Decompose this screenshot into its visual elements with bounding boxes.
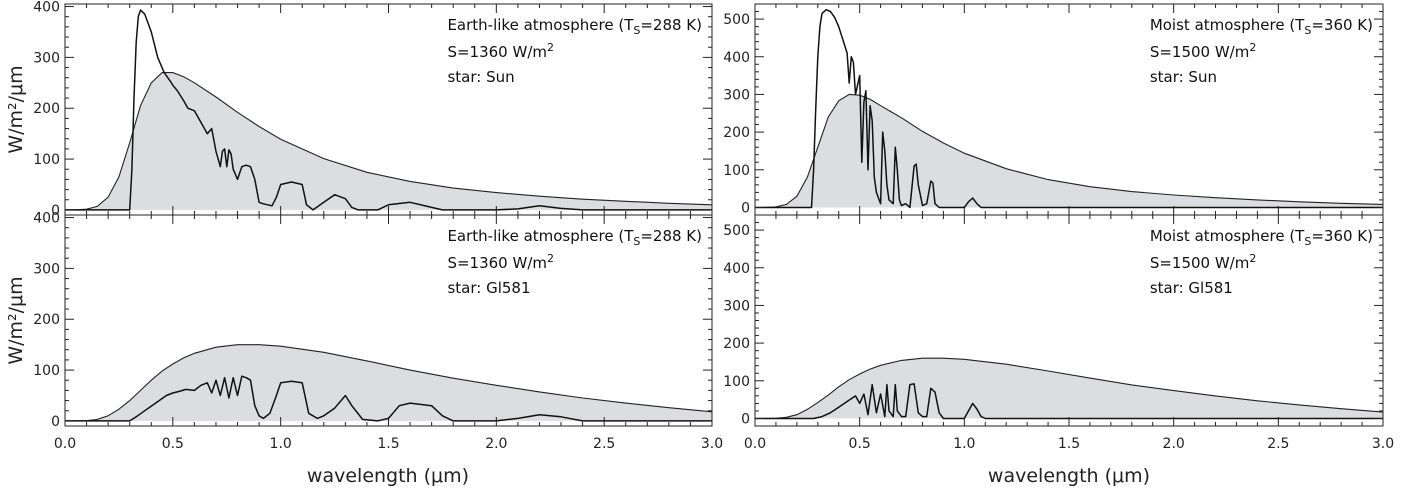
y-axis-label: W/m²/μm <box>5 65 27 153</box>
y-tick-label: 0 <box>51 414 60 430</box>
x-tick-label: 1.0 <box>953 436 975 452</box>
x-tick-label: 3.0 <box>1372 436 1394 452</box>
plot-area <box>755 357 1383 420</box>
x-tick-label: 0.5 <box>162 436 184 452</box>
y-tick-label: 400 <box>33 211 60 227</box>
y-tick-label: 100 <box>723 163 750 179</box>
y-tick-label: 100 <box>33 152 60 168</box>
y-tick-label: 200 <box>33 101 60 117</box>
plot-area <box>755 8 1383 209</box>
y-tick-label: 100 <box>33 363 60 379</box>
x-tick-label: 2.0 <box>485 436 507 452</box>
blackbody-curve <box>65 72 712 211</box>
blackbody-curve <box>755 93 1383 209</box>
annotation-star: star: Gl581 <box>1150 279 1233 297</box>
y-tick-label: 300 <box>723 87 750 103</box>
x-tick-label: 0.0 <box>744 436 766 452</box>
y-tick-label: 200 <box>723 336 750 352</box>
x-tick-label: 1.0 <box>270 436 292 452</box>
spectrum-line <box>65 9 712 211</box>
blackbody-area-fill <box>755 358 1383 419</box>
annotation-atmosphere: Moist atmosphere (TS=360 K) <box>1150 16 1373 37</box>
annotation-atmosphere: Earth-like atmosphere (TS=288 K) <box>447 16 702 37</box>
annotation-atmosphere: Moist atmosphere (TS=360 K) <box>1150 227 1373 248</box>
panel-earthlike-gl581: 0 100 200 300 400 0.0 0.5 1.0 1.5 2.0 2.5 3.0 W/m²/μ… <box>5 211 723 452</box>
y-tick-label: 400 <box>33 0 60 16</box>
y-axis-label: W/m²/μm <box>5 276 27 364</box>
x-axis-label-left: wavelength (μm) <box>307 465 469 487</box>
blackbody-curve <box>755 357 1383 420</box>
annotation-flux: S=1500 W/m2 <box>1150 41 1257 61</box>
annotation-flux: S=1360 W/m2 <box>447 252 554 272</box>
y-tick-label: 0 <box>741 200 750 216</box>
annotation-star: star: Sun <box>1150 68 1217 86</box>
x-tick-label: 2.0 <box>1163 436 1185 452</box>
plot-area <box>65 344 712 422</box>
x-tick-label: 2.5 <box>1267 436 1289 452</box>
y-tick-label: 500 <box>723 223 750 239</box>
x-axis-label-right: wavelength (μm) <box>988 465 1150 487</box>
y-tick-label: 300 <box>33 50 60 66</box>
annotation-star: star: Gl581 <box>447 279 530 297</box>
y-tick-label: 300 <box>33 261 60 277</box>
blackbody-curve <box>65 344 712 422</box>
y-tick-label: 100 <box>723 374 750 390</box>
y-tick-label: 200 <box>723 125 750 141</box>
y-tick-label: 0 <box>741 411 750 427</box>
panel-earthlike-sun: 0 100 200 300 400 W/m²/μm Earth-like atmospher… <box>5 0 713 219</box>
blackbody-area-fill <box>65 72 712 210</box>
y-tick-label: 500 <box>723 12 750 28</box>
annotation-star: star: Sun <box>447 68 514 86</box>
x-tick-label: 2.5 <box>593 436 615 452</box>
spectrum-line <box>755 383 1383 420</box>
x-tick-label: 0.0 <box>54 436 76 452</box>
annotation-atmosphere: Earth-like atmosphere (TS=288 K) <box>447 227 702 248</box>
x-tick-label: 3.0 <box>701 436 723 452</box>
y-tick-label: 0 <box>51 203 60 219</box>
x-tick-label: 0.5 <box>849 436 871 452</box>
y-tick-label: 400 <box>723 261 750 277</box>
annotation-flux: S=1500 W/m2 <box>1150 252 1257 272</box>
y-tick-label: 300 <box>723 298 750 314</box>
plot-area <box>65 9 712 211</box>
blackbody-area-fill <box>65 344 712 421</box>
blackbody-area-fill <box>755 94 1383 208</box>
x-tick-label: 1.5 <box>377 436 399 452</box>
annotation-flux: S=1360 W/m2 <box>447 41 554 61</box>
y-tick-label: 400 <box>723 50 750 66</box>
panel-moist-sun: 0 100 200 300 400 500 Moist atmosphere (TS=360… <box>723 3 1384 216</box>
spectrum-line <box>755 8 1383 209</box>
spectrum-line <box>65 375 712 422</box>
panel-moist-gl581: 0 100 200 300 400 500 0.0 0.5 1.0 1.5 2.0 2.5 3.0 Moi… <box>723 214 1394 452</box>
x-tick-label: 1.5 <box>1058 436 1080 452</box>
y-tick-label: 200 <box>33 312 60 328</box>
